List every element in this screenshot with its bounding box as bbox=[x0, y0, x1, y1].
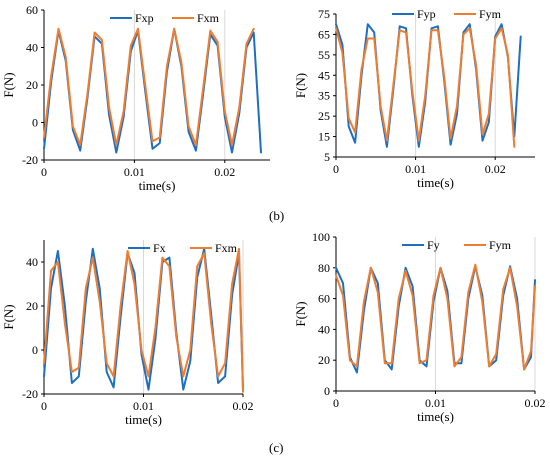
y-tick-label: 20 bbox=[318, 353, 330, 367]
x-tick-label: 0 bbox=[333, 162, 339, 176]
legend-label: Fy bbox=[427, 238, 440, 252]
panel-label-b: (b) bbox=[269, 208, 285, 223]
y-tick-label: 0 bbox=[324, 384, 330, 398]
y-tick-label: -20 bbox=[22, 387, 38, 401]
panel-label-c: (c) bbox=[269, 440, 284, 455]
chart-2: 5 15 25 35 45 55 65 75 0 0.01 0.02 time(s) F(N) Fyp Fy… bbox=[293, 7, 535, 190]
y-tick-label: 100 bbox=[312, 230, 330, 244]
series-line-fyp bbox=[335, 23, 522, 148]
y-tick-label: 80 bbox=[318, 261, 330, 275]
y-tick-label: 60 bbox=[26, 3, 38, 17]
y-tick-label: 45 bbox=[318, 68, 330, 82]
y-tick-label: 0 bbox=[32, 343, 38, 357]
series-line-fxp bbox=[43, 27, 262, 154]
x-tick-label: 0.01 bbox=[425, 396, 446, 410]
x-tick-label: 0 bbox=[41, 165, 47, 179]
x-tick-label: 0.02 bbox=[485, 162, 506, 176]
series-line-fxm bbox=[43, 247, 244, 393]
x-axis-title: time(s) bbox=[139, 178, 176, 193]
legend-label: Fym bbox=[489, 238, 512, 252]
y-axis-title: F(N) bbox=[1, 304, 16, 329]
legend-label: Fx bbox=[153, 241, 166, 255]
legend-label: Fxp bbox=[135, 11, 154, 25]
y-axis-title: F(N) bbox=[293, 73, 308, 98]
legend-label: Fym bbox=[479, 7, 502, 21]
series-line-fxm bbox=[43, 27, 255, 146]
y-tick-label: 40 bbox=[318, 322, 330, 336]
x-axis-title: time(s) bbox=[417, 409, 454, 424]
legend-label: Fyp bbox=[417, 7, 436, 21]
x-tick-label: 0 bbox=[41, 399, 47, 413]
x-tick-label: 0.01 bbox=[124, 165, 145, 179]
y-tick-label: 40 bbox=[26, 41, 38, 55]
x-axis-title: time(s) bbox=[125, 412, 162, 427]
y-tick-label: 0 bbox=[32, 116, 38, 130]
legend-label: Fxm bbox=[215, 241, 238, 255]
y-tick-label: 65 bbox=[318, 27, 330, 41]
y-tick-label: 35 bbox=[318, 89, 330, 103]
y-tick-label: -20 bbox=[22, 153, 38, 167]
series-line-fym bbox=[335, 27, 516, 148]
y-tick-label: 15 bbox=[318, 130, 330, 144]
y-tick-label: 60 bbox=[318, 292, 330, 306]
x-tick-label: 0.01 bbox=[405, 162, 426, 176]
y-tick-label: 40 bbox=[26, 255, 38, 269]
legend-label: Fxm bbox=[197, 11, 220, 25]
x-tick-label: 0.01 bbox=[133, 399, 154, 413]
y-axis-title: F(N) bbox=[293, 301, 308, 326]
y-tick-label: 75 bbox=[318, 7, 330, 21]
y-tick-label: 55 bbox=[318, 48, 330, 62]
y-tick-label: 20 bbox=[26, 78, 38, 92]
y-axis-title: F(N) bbox=[1, 72, 16, 97]
x-axis-title: time(s) bbox=[417, 175, 454, 190]
series-line-fym bbox=[335, 263, 536, 371]
x-tick-label: 0.02 bbox=[233, 399, 254, 413]
y-tick-label: 20 bbox=[26, 299, 38, 313]
x-tick-label: 0.02 bbox=[214, 165, 235, 179]
x-tick-label: 0 bbox=[333, 396, 339, 410]
y-tick-label: 25 bbox=[318, 109, 330, 123]
y-tick-label: 5 bbox=[324, 150, 330, 164]
x-tick-label: 0.02 bbox=[525, 396, 546, 410]
chart-4: 0 20 40 60 80 100 0 0.01 0.02 time(s) F(N) Fy Fym bbox=[293, 230, 546, 424]
